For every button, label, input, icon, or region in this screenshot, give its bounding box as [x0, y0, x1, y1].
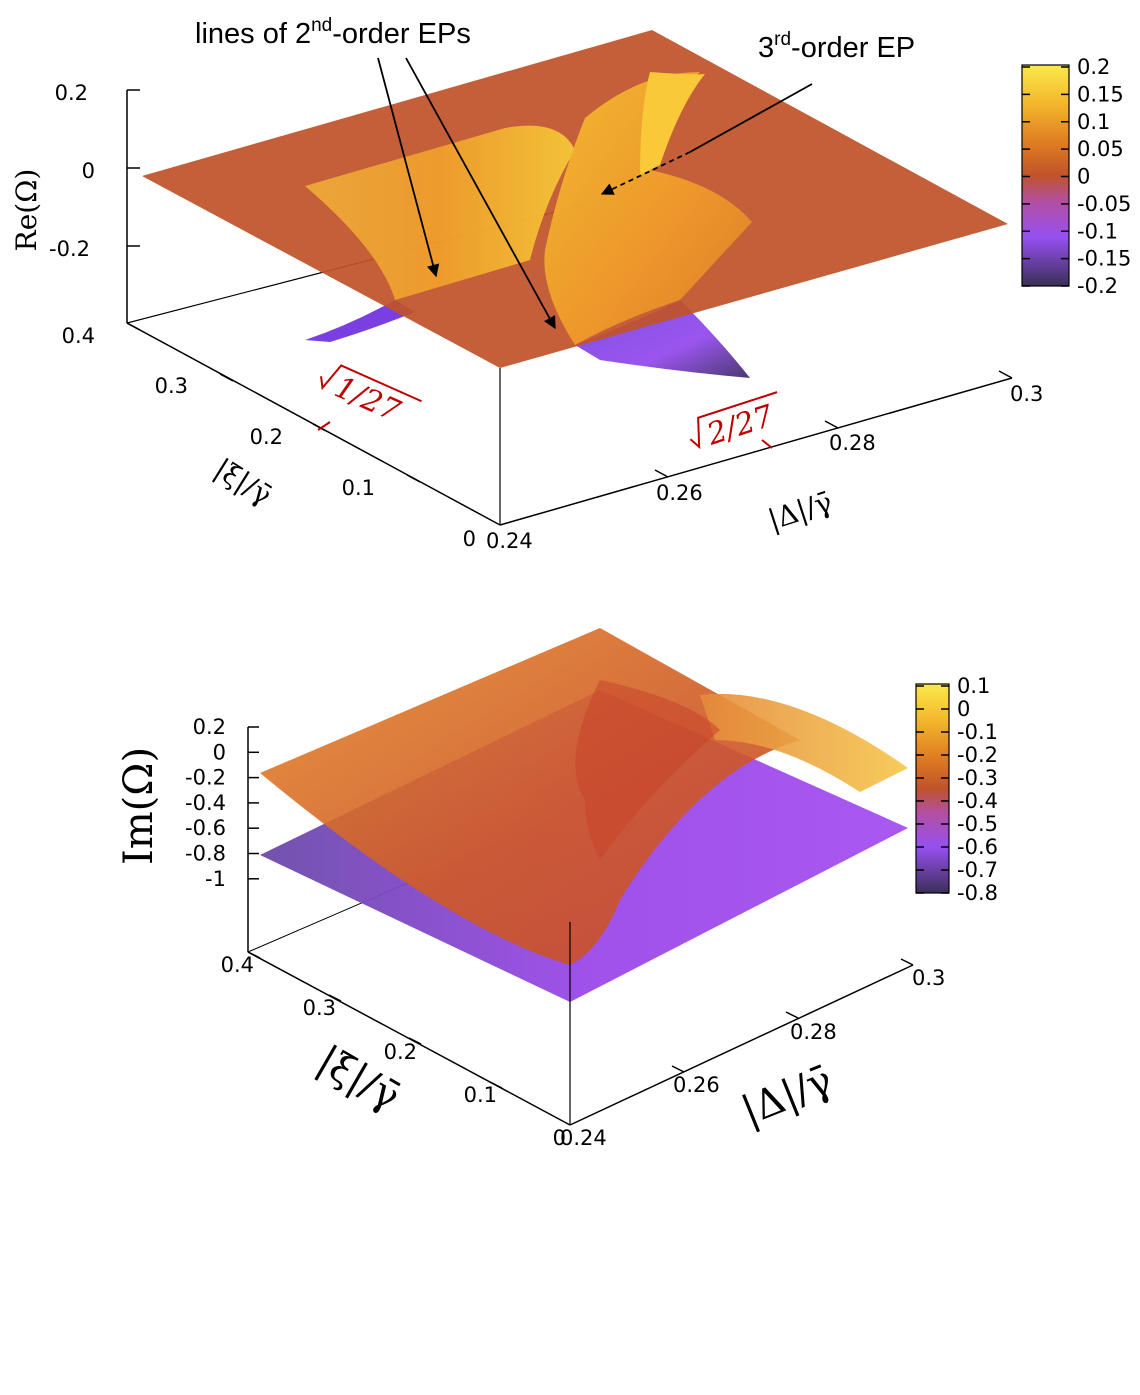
re-x-tick: 0.3 — [1010, 382, 1043, 406]
re-ep2-text: lines of 2 — [195, 18, 311, 50]
colorbar-tick-label: 0.1 — [957, 674, 990, 698]
re-ep2-arrow-2 — [405, 57, 556, 330]
im-z-tick: -1 — [205, 867, 226, 891]
im-z-label: Im(Ω) — [116, 747, 162, 865]
im-fold — [575, 680, 720, 860]
re-x-ticks: 0.24 0.26 0.28 0.3 — [486, 370, 1043, 553]
re-y-tick: 0.4 — [62, 324, 95, 348]
re-ep3-text: 3 — [758, 32, 774, 64]
im-x-tick: 0.24 — [560, 1126, 607, 1150]
im-y-tick: 0.3 — [303, 996, 336, 1020]
colorbar-tick-label: 0.1 — [1077, 110, 1110, 134]
re-lower-sheet-left — [305, 300, 415, 342]
colorbar-tick-label: -0.8 — [957, 881, 998, 905]
im-x-tick: 0.3 — [912, 966, 945, 990]
im-z-tick: 0 — [213, 740, 226, 764]
im-y-tick: 0 — [553, 1126, 566, 1150]
im-y-tick: 0.2 — [384, 1040, 417, 1064]
colorbar-tick-label: -0.7 — [957, 858, 998, 882]
re-y-label: |ξ|/γ̄ — [209, 452, 278, 512]
im-y-ticks: 0.4 0.3 0.2 0.1 0 — [221, 951, 566, 1150]
re-front-edge-x — [499, 377, 1013, 526]
re-colorbar: 0.2 0.15 0.1 0.05 0 -0.05 -0.1 -0.15 -0.2 — [1021, 55, 1131, 298]
im-z-tick: -0.4 — [185, 791, 226, 815]
re-upper-sheet-left — [305, 125, 575, 300]
colorbar-tick-label: -0.2 — [957, 743, 998, 767]
im-z-tick: -0.6 — [185, 816, 226, 840]
im-x-ticks: 0.24 0.26 0.28 0.3 — [560, 958, 945, 1150]
im-front-edge-x — [569, 964, 914, 1126]
re-ep3-arrow-dashed — [600, 151, 691, 195]
re-y-tick: 0.2 — [250, 425, 283, 449]
im-y-tick: 0.1 — [464, 1083, 497, 1107]
im-x-tick: 0.26 — [673, 1073, 720, 1097]
re-y-tick: 0.3 — [155, 374, 188, 398]
re-sqrt2-mark — [761, 439, 773, 449]
re-upper-sheet-right — [544, 72, 752, 345]
colorbar-tick-label: -0.6 — [957, 835, 998, 859]
colorbar-tick-label: -0.1 — [957, 720, 998, 744]
re-z-ticks: 0.2 0 -0.2 — [49, 81, 140, 261]
re-ep2-rest: -order EPs — [332, 18, 471, 50]
im-x-label: |Δ|/γ̄ — [735, 1057, 839, 1135]
im-z-ticks: 0.20-0.2-0.4-0.6-0.8-1 — [185, 715, 259, 891]
re-ep3-sup: rd — [774, 29, 791, 50]
re-x-tick: 0.26 — [656, 481, 703, 505]
re-plot: 0.2 0 -0.2 Re(Ω) 0.4 0.3 0.2 0.1 0 |ξ|/γ… — [10, 15, 1131, 553]
re-z-tick: 0 — [82, 159, 95, 183]
re-x-tick: 0.24 — [486, 529, 533, 553]
re-upper-sheet-ridge — [640, 72, 705, 175]
colorbar-tick-label: 0 — [957, 697, 970, 721]
re-lower-sheet-right — [575, 300, 750, 378]
im-plot: 0.20-0.2-0.4-0.6-0.8-1 Im(Ω) 0.4 0.3 0.2… — [116, 628, 998, 1150]
re-x-label: |Δ|/γ̄ — [764, 485, 836, 537]
colorbar-tick-label: -0.1 — [1077, 219, 1118, 243]
im-y-tick: 0.4 — [221, 953, 254, 977]
im-colorbar: 0.10-0.1-0.2-0.3-0.4-0.5-0.6-0.7-0.8 — [915, 674, 998, 905]
colorbar-tick-label: 0.05 — [1077, 137, 1124, 161]
re-sqrt1-label: 1/27 — [320, 364, 422, 430]
re-sqrt1-text: 1/27 — [329, 370, 406, 430]
re-z-label: Re(Ω) — [10, 169, 43, 252]
im-z-tick: -0.8 — [185, 842, 226, 866]
re-ep2-sup: nd — [311, 15, 332, 36]
re-x-tick: 0.28 — [829, 431, 876, 455]
colorbar-tick-label: 0.2 — [1077, 55, 1110, 79]
re-ep3-annotation: 3rd-order EP — [758, 29, 915, 64]
re-y-tick: 0.1 — [342, 476, 375, 500]
im-x-tick: 0.28 — [790, 1020, 837, 1044]
colorbar-tick-label: -0.3 — [957, 766, 998, 790]
re-z-tick: 0.2 — [55, 81, 88, 105]
re-ep3-rest: -order EP — [791, 32, 915, 64]
im-z-tick: -0.2 — [185, 766, 226, 790]
re-ep3-arrow — [689, 83, 813, 153]
im-z-tick: 0.2 — [193, 715, 226, 739]
re-sqrt1-mark — [317, 421, 331, 431]
im-upper-sheet-wing — [700, 693, 908, 792]
re-z-tick: -0.2 — [49, 237, 90, 261]
re-y-ticks: 0.4 0.3 0.2 0.1 0 — [62, 322, 476, 551]
colorbar-tick-label: -0.15 — [1077, 247, 1131, 271]
re-ep2-annotation: lines of 2nd-order EPs — [195, 15, 471, 50]
colorbar-tick-label: -0.05 — [1077, 192, 1131, 216]
colorbar-tick-label: -0.2 — [1077, 274, 1118, 298]
colorbar-tick-label: 0.15 — [1077, 82, 1124, 106]
colorbar-tick-label: -0.5 — [957, 812, 998, 836]
re-ep2-arrow-1 — [377, 57, 440, 278]
colorbar-tick-label: 0 — [1077, 165, 1090, 189]
re-sqrt2-label: 2/27 — [689, 391, 779, 453]
re-y-tick: 0 — [463, 527, 476, 551]
colorbar-tick-label: -0.4 — [957, 789, 998, 813]
